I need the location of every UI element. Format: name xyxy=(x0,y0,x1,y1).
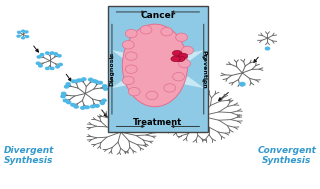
Circle shape xyxy=(78,79,82,82)
Ellipse shape xyxy=(122,76,134,85)
Circle shape xyxy=(25,31,28,33)
Polygon shape xyxy=(112,69,158,88)
Ellipse shape xyxy=(122,41,134,49)
Circle shape xyxy=(61,92,66,95)
Circle shape xyxy=(82,78,86,81)
Circle shape xyxy=(104,88,108,90)
Circle shape xyxy=(50,52,54,54)
Circle shape xyxy=(92,80,97,82)
Circle shape xyxy=(39,65,42,67)
Circle shape xyxy=(74,105,78,108)
Circle shape xyxy=(59,63,62,66)
Circle shape xyxy=(36,62,40,64)
Ellipse shape xyxy=(146,91,158,100)
Text: Divergent
Synthesis: Divergent Synthesis xyxy=(4,146,54,165)
Circle shape xyxy=(71,80,76,83)
Circle shape xyxy=(40,53,44,56)
Polygon shape xyxy=(112,50,158,69)
Circle shape xyxy=(18,31,20,33)
Circle shape xyxy=(17,35,20,37)
Ellipse shape xyxy=(178,53,188,59)
Polygon shape xyxy=(158,50,204,69)
Ellipse shape xyxy=(140,26,152,34)
Ellipse shape xyxy=(176,33,188,42)
Ellipse shape xyxy=(175,56,185,62)
Circle shape xyxy=(100,102,104,104)
Circle shape xyxy=(76,79,80,82)
Ellipse shape xyxy=(164,84,176,92)
Ellipse shape xyxy=(125,65,137,73)
Ellipse shape xyxy=(171,56,180,62)
Circle shape xyxy=(103,85,107,87)
Ellipse shape xyxy=(179,59,190,68)
Ellipse shape xyxy=(128,88,140,96)
Circle shape xyxy=(98,81,102,84)
Circle shape xyxy=(89,78,93,81)
Circle shape xyxy=(71,104,75,106)
Circle shape xyxy=(22,30,25,32)
Text: Treatment: Treatment xyxy=(133,118,182,127)
Polygon shape xyxy=(158,69,204,88)
Circle shape xyxy=(95,105,99,107)
Ellipse shape xyxy=(122,24,188,107)
Circle shape xyxy=(58,55,61,57)
Circle shape xyxy=(54,53,58,55)
Circle shape xyxy=(56,66,59,68)
Ellipse shape xyxy=(173,72,185,81)
Circle shape xyxy=(81,107,85,109)
Circle shape xyxy=(37,56,41,58)
Ellipse shape xyxy=(125,52,137,60)
Circle shape xyxy=(85,106,89,108)
FancyBboxPatch shape xyxy=(108,6,208,132)
Circle shape xyxy=(22,37,25,39)
Ellipse shape xyxy=(181,46,193,55)
Circle shape xyxy=(63,99,68,102)
Circle shape xyxy=(46,52,49,54)
Ellipse shape xyxy=(161,27,173,36)
Circle shape xyxy=(91,105,95,108)
Circle shape xyxy=(94,80,98,83)
Text: Prevention: Prevention xyxy=(201,50,206,89)
Circle shape xyxy=(46,67,49,70)
Circle shape xyxy=(26,36,29,38)
Circle shape xyxy=(64,85,68,88)
Ellipse shape xyxy=(125,29,137,38)
Text: Diagnosis: Diagnosis xyxy=(110,52,115,86)
Circle shape xyxy=(66,83,70,85)
Circle shape xyxy=(67,101,71,104)
Text: Cancer: Cancer xyxy=(140,11,175,20)
Ellipse shape xyxy=(172,50,182,56)
Circle shape xyxy=(102,99,106,102)
Circle shape xyxy=(265,47,269,50)
Circle shape xyxy=(50,67,54,70)
Text: Convergent
Synthesis: Convergent Synthesis xyxy=(257,146,316,165)
Circle shape xyxy=(61,95,65,98)
Circle shape xyxy=(240,82,245,86)
